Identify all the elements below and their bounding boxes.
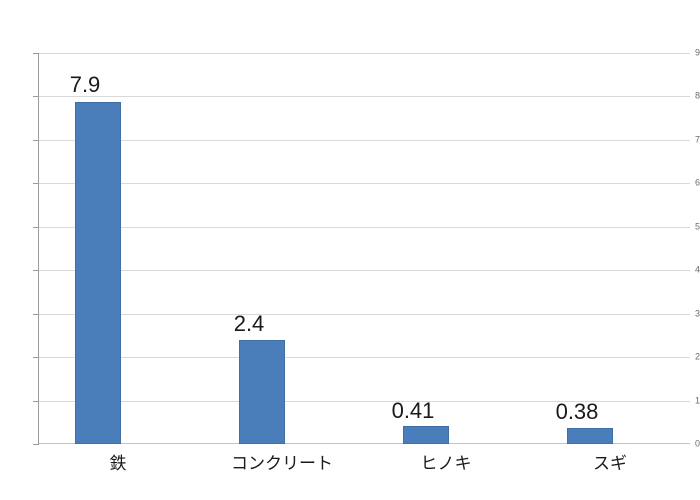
bar-3[interactable]	[567, 427, 613, 444]
y-tick-label-9: 9	[694, 47, 700, 58]
bar-1[interactable]	[239, 340, 285, 444]
category-label-3: スギ	[593, 454, 627, 473]
y-tick-label-6: 6	[694, 177, 700, 188]
y-tick-label-2: 2	[694, 351, 700, 362]
bar-value-2: 0.41	[391, 398, 435, 423]
gridline-5	[39, 226, 690, 228]
y-tick-label-0: 0	[694, 438, 700, 449]
gridline-8	[39, 96, 690, 98]
gridline-4	[39, 270, 690, 272]
bar-0[interactable]	[75, 101, 121, 444]
gridline-9	[39, 53, 690, 54]
tick-mark-6	[33, 183, 39, 185]
tick-mark-4	[33, 270, 39, 272]
bar-2[interactable]	[403, 426, 449, 444]
category-label-1: コンクリート	[231, 454, 333, 473]
tick-mark-5	[33, 226, 39, 228]
tick-mark-3	[33, 313, 39, 315]
bar-value-3: 0.38	[555, 399, 599, 424]
tick-mark-8	[33, 96, 39, 98]
y-tick-label-5: 5	[694, 221, 700, 232]
gridline-6	[39, 183, 690, 185]
gridline-3	[39, 313, 690, 315]
gridline-1	[39, 400, 690, 402]
bar-value-0: 7.9	[69, 72, 101, 97]
category-label-2: ヒノキ	[420, 454, 472, 473]
y-axis-line	[38, 53, 39, 445]
y-tick-label-4: 4	[694, 264, 700, 275]
y-tick-label-3: 3	[694, 308, 700, 319]
tick-mark-2	[33, 357, 39, 359]
tick-mark-9	[33, 53, 39, 54]
gridline-2	[39, 357, 690, 359]
tick-mark-7	[33, 139, 39, 141]
gridline-7	[39, 139, 690, 141]
y-tick-label-7: 7	[694, 134, 700, 145]
tick-mark-0	[33, 444, 39, 445]
y-tick-label-8: 8	[694, 90, 700, 101]
plot-area	[39, 53, 690, 444]
y-tick-label-1: 1	[694, 395, 700, 406]
tick-mark-1	[33, 400, 39, 402]
category-label-0: 鉄	[109, 454, 127, 473]
gridline-0-baseline	[39, 443, 690, 444]
bar-value-1: 2.4	[233, 311, 265, 336]
